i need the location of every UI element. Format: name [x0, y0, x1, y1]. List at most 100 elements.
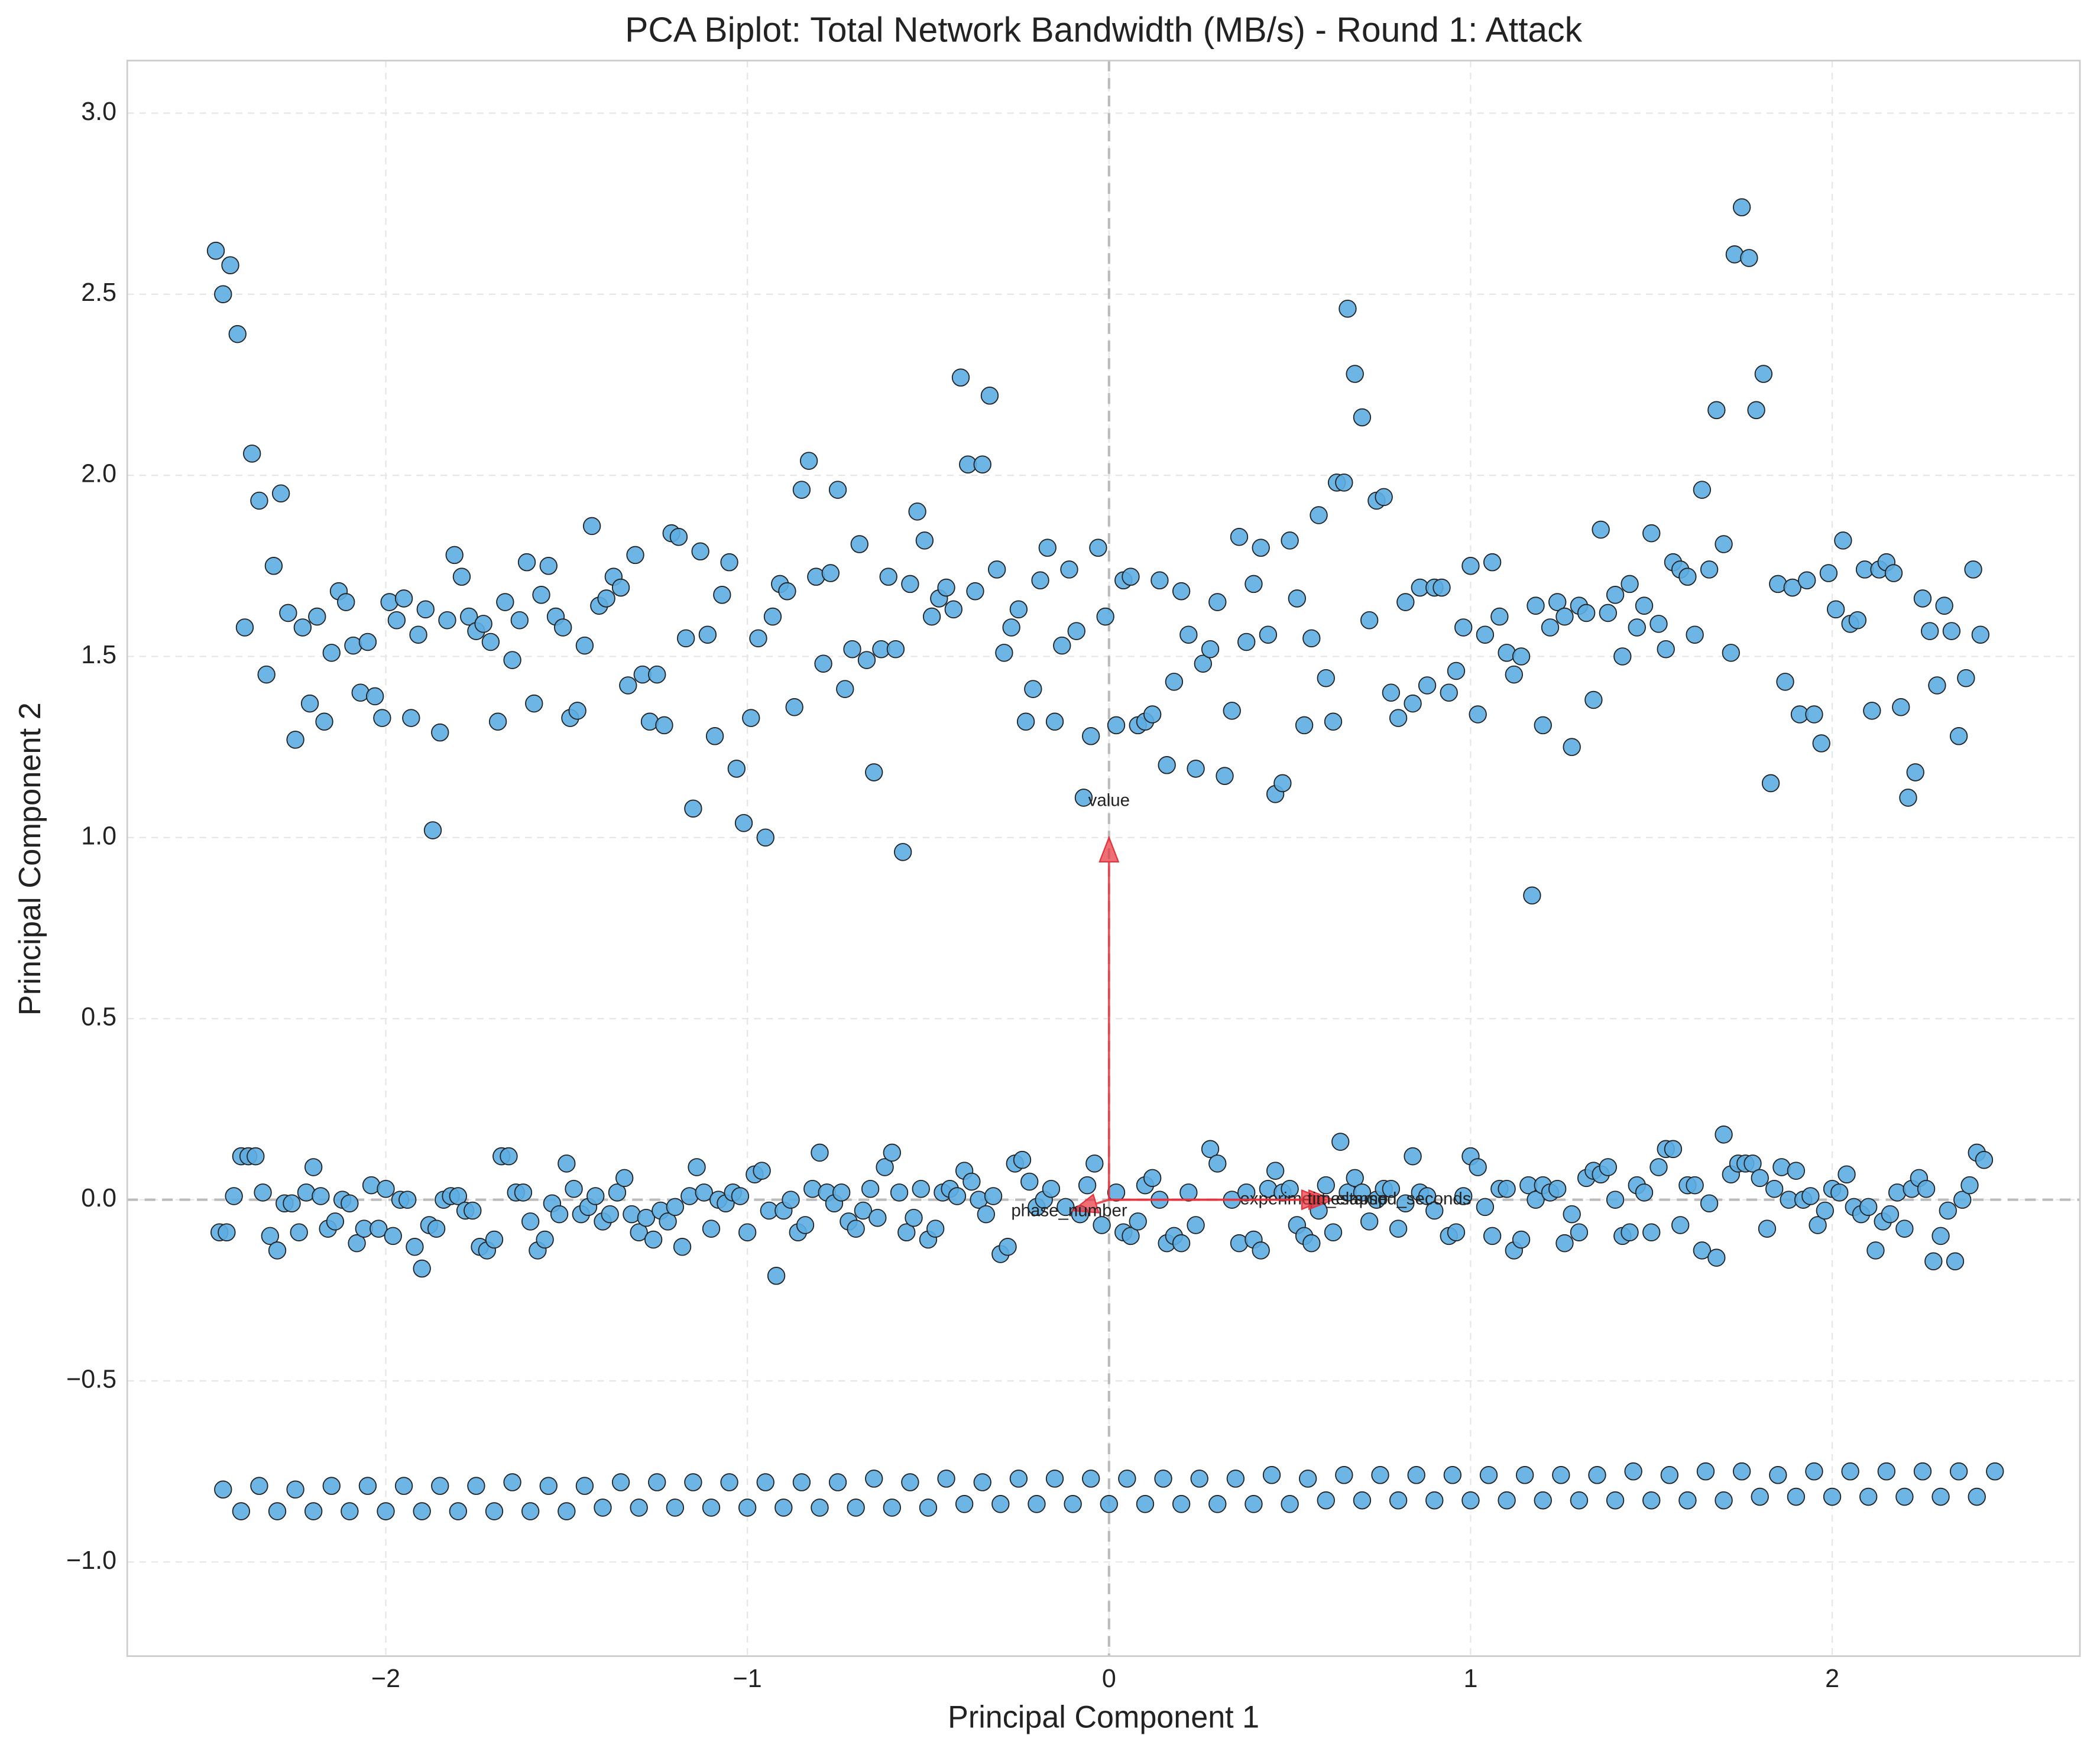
- scatter-point: [1433, 578, 1451, 597]
- scatter-point: [228, 325, 247, 343]
- scatter-point: [1404, 1147, 1422, 1166]
- scatter-point: [232, 1502, 251, 1520]
- scatter-point: [1208, 593, 1227, 611]
- scatter-point: [1964, 560, 1982, 579]
- scatter-point: [937, 1470, 955, 1488]
- scatter-point: [615, 1169, 634, 1188]
- scatter-point: [597, 589, 615, 608]
- scatter-point: [1769, 1466, 1787, 1484]
- scatter-point: [1563, 1205, 1581, 1224]
- scatter-point: [394, 589, 413, 608]
- scatter-point: [1259, 625, 1278, 644]
- scatter-point: [644, 1230, 663, 1249]
- x-tick-label: 2: [1825, 1665, 1839, 1693]
- scatter-point: [1613, 647, 1632, 666]
- scatter-point: [1906, 763, 1924, 781]
- scatter-point: [1469, 705, 1487, 724]
- scatter-point: [995, 644, 1013, 662]
- scatter-point: [1801, 1187, 1820, 1205]
- scatter-point: [1122, 567, 1140, 586]
- scatter-point: [1986, 1462, 2004, 1481]
- scatter-point: [1834, 531, 1852, 550]
- scatter-point: [1805, 705, 1823, 724]
- scatter-point: [1928, 676, 1946, 695]
- scatter-point: [300, 694, 319, 713]
- scatter-point: [1577, 604, 1596, 622]
- scatter-point: [1624, 1462, 1642, 1481]
- scatter-point: [206, 241, 225, 260]
- scatter-point: [1552, 1466, 1570, 1484]
- scatter-point: [322, 644, 341, 662]
- scatter-point: [1660, 1466, 1678, 1484]
- loading-label: timestamp: [1308, 1189, 1388, 1208]
- scatter-point: [648, 1473, 666, 1491]
- scatter-point: [1664, 1140, 1683, 1159]
- scatter-point: [1129, 1212, 1147, 1231]
- scatter-point: [1223, 702, 1241, 720]
- scatter-point: [611, 578, 630, 597]
- scatter-point: [908, 502, 926, 521]
- scatter-point: [1498, 1491, 1516, 1510]
- scatter-point: [1382, 1179, 1401, 1198]
- scatter-point: [1628, 618, 1646, 637]
- scatter-point: [1057, 1198, 1075, 1217]
- y-tick-label: 2.5: [81, 278, 116, 307]
- scatter-point: [1776, 673, 1794, 691]
- scatter-point: [1469, 1158, 1487, 1176]
- scatter-point: [550, 1205, 569, 1224]
- scatter-point: [348, 1234, 366, 1253]
- scatter-point: [1331, 1133, 1350, 1151]
- scatter-point: [655, 716, 673, 735]
- scatter-point: [488, 712, 507, 731]
- scatter-point: [1371, 1466, 1389, 1484]
- scatter-point: [868, 1208, 887, 1227]
- scatter-point: [394, 1477, 413, 1495]
- scatter-point: [1751, 1169, 1769, 1188]
- scatter-point: [1975, 1150, 1994, 1169]
- scatter-point: [1924, 1252, 1943, 1271]
- scatter-point: [727, 760, 746, 778]
- scatter-point: [1971, 625, 1989, 644]
- scatter-point: [666, 1198, 685, 1217]
- scatter-point: [1899, 789, 1917, 807]
- scatter-point: [1024, 680, 1042, 698]
- scatter-point: [1476, 1198, 1495, 1217]
- scatter-point: [720, 553, 738, 572]
- scatter-point: [1707, 401, 1726, 420]
- scatter-point: [951, 368, 970, 387]
- scatter-point: [814, 654, 832, 673]
- scatter-point: [702, 1219, 721, 1238]
- scatter-point: [250, 491, 268, 510]
- scatter-point: [1642, 524, 1661, 543]
- scatter-point: [1621, 1223, 1639, 1242]
- scatter-point: [402, 709, 420, 727]
- scatter-point: [630, 1499, 648, 1517]
- scatter-point: [1949, 727, 1968, 745]
- scatter-point: [286, 731, 304, 749]
- x-axis-label: Principal Component 1: [948, 1700, 1259, 1734]
- plot-frame: [126, 60, 2081, 1658]
- scatter-point: [1425, 1491, 1444, 1510]
- chart-title: PCA Biplot: Total Network Bandwidth (MB/…: [625, 10, 1582, 49]
- y-tick-label: 0.0: [81, 1184, 116, 1212]
- scatter-point: [734, 814, 753, 832]
- scatter-point: [1216, 767, 1234, 785]
- scatter-point: [1649, 615, 1668, 633]
- scatter-point: [1089, 539, 1107, 557]
- scatter-point: [1020, 1172, 1039, 1191]
- scatter-point: [218, 1223, 236, 1242]
- scatter-point: [1053, 636, 1071, 655]
- scatter-point: [1584, 690, 1603, 709]
- scatter-point: [1317, 669, 1335, 687]
- scatter-point: [944, 600, 962, 619]
- scatter-point: [915, 531, 934, 550]
- scatter-point: [1787, 1487, 1806, 1506]
- scatter-point: [1957, 669, 1975, 687]
- scatter-point: [1009, 1470, 1028, 1488]
- scatter-point: [521, 1212, 540, 1231]
- scatter-point: [452, 567, 471, 586]
- scatter-point: [1949, 1462, 1968, 1481]
- scatter-point: [648, 665, 666, 684]
- scatter-point: [1143, 705, 1162, 724]
- scatter-point: [1237, 633, 1256, 651]
